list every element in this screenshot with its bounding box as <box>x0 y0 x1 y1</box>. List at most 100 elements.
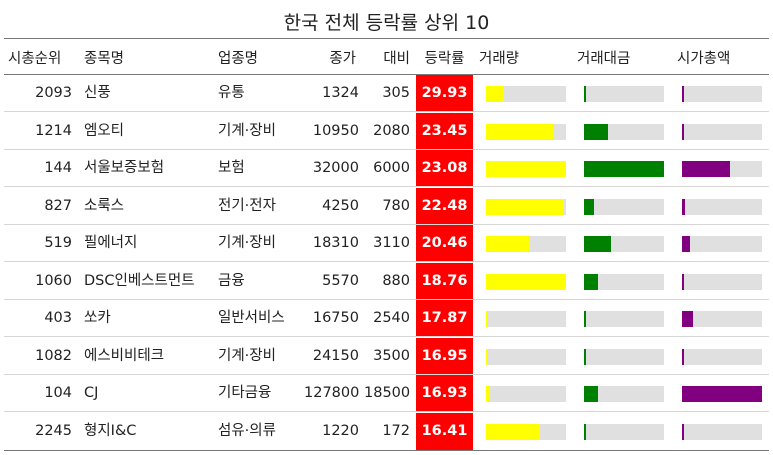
mcap-bar <box>682 161 730 177</box>
table-row: 1214 엠오티 기계·장비 10950 2080 23.45 <box>4 112 769 150</box>
close-cell: 24150 <box>312 347 359 364</box>
mcap-bar-track <box>682 198 762 215</box>
mcap-bar <box>682 386 762 402</box>
rank-cell: 403 <box>44 310 72 326</box>
close-cell: 1324 <box>322 85 359 101</box>
row-separator <box>4 336 769 337</box>
row-separator <box>4 411 769 412</box>
volume-bar-track <box>486 161 566 177</box>
close-cell: 127800 <box>304 385 360 401</box>
volume-bar <box>486 423 540 440</box>
volume-bar <box>486 386 490 402</box>
change-cell: 3110 <box>373 235 410 251</box>
change-cell: 6000 <box>373 160 410 176</box>
rank-cell: 1214 <box>35 122 72 139</box>
rate-cell: 23.45 <box>416 112 473 150</box>
mcap-bar-track <box>682 386 762 402</box>
sector-cell: 금융 <box>218 272 245 289</box>
table-row: 1060 DSC인베스트먼트 금융 5570 880 18.76 <box>4 262 769 300</box>
amount-bar <box>584 86 586 102</box>
volume-bar <box>486 348 488 365</box>
name-cell: 서울보증보험 <box>84 160 165 176</box>
sector-cell: 전기·전자 <box>218 197 276 214</box>
table-row: 2093 신풍 유통 1324 305 29.93 <box>4 75 769 112</box>
header-sector: 업종명 <box>218 51 259 67</box>
row-separator <box>4 223 769 225</box>
close-cell: 4250 <box>322 197 359 214</box>
amount-bar-track <box>584 348 664 365</box>
mcap-bar-track <box>682 311 762 327</box>
header-name: 종목명 <box>84 51 125 67</box>
row-separator <box>4 111 769 112</box>
amount-bar-track <box>584 386 664 402</box>
table-row: 827 소룩스 전기·전자 4250 780 22.48 <box>4 187 769 225</box>
row-separator <box>4 298 769 300</box>
mcap-bar-track <box>682 348 762 365</box>
volume-bar <box>486 236 530 252</box>
rate-cell: 22.48 <box>416 187 473 225</box>
rate-cell: 18.76 <box>416 262 473 300</box>
mcap-bar <box>682 423 684 440</box>
volume-bar <box>486 161 566 177</box>
change-cell: 305 <box>382 85 410 101</box>
amount-bar-track <box>584 273 664 290</box>
change-cell: 780 <box>382 197 410 214</box>
top-rule <box>4 38 769 39</box>
mcap-bar <box>682 198 686 215</box>
name-cell: 형지I&C <box>84 422 137 439</box>
name-cell: 신풍 <box>84 85 111 101</box>
rate-cell: 23.08 <box>416 150 473 187</box>
change-cell: 18500 <box>364 385 411 401</box>
close-cell: 18310 <box>312 235 359 251</box>
volume-bar-track <box>486 311 566 327</box>
amount-bar-track <box>584 311 664 327</box>
amount-bar <box>584 273 599 290</box>
name-cell: CJ <box>84 385 99 401</box>
volume-bar-track <box>486 386 566 402</box>
amount-bar <box>584 423 587 440</box>
name-cell: 필에너지 <box>84 235 138 251</box>
volume-bar <box>486 198 565 215</box>
mcap-bar <box>682 86 684 102</box>
amount-bar <box>584 348 586 365</box>
mcap-bar-track <box>682 86 762 102</box>
close-cell: 1220 <box>322 422 359 439</box>
amount-bar-track <box>584 86 664 102</box>
header-rule <box>4 74 769 75</box>
change-cell: 3500 <box>373 347 410 364</box>
amount-bar-track <box>584 161 664 177</box>
table-row: 519 필에너지 기계·장비 18310 3110 20.46 <box>4 225 769 262</box>
header-rank: 시총순위 <box>8 51 62 67</box>
table-row: 2245 형지I&C 섬유·의류 1220 172 16.41 <box>4 412 769 450</box>
table-row: 1082 에스비비테크 기계·장비 24150 3500 16.95 <box>4 337 769 375</box>
volume-bar-track <box>486 236 566 252</box>
rate-cell: 29.93 <box>416 75 473 112</box>
table-row: 144 서울보증보험 보험 32000 6000 23.08 <box>4 150 769 187</box>
sector-cell: 섬유·의류 <box>218 422 276 439</box>
mcap-bar-track <box>682 123 762 140</box>
volume-bar-track <box>486 423 566 440</box>
amount-bar-track <box>584 198 664 215</box>
header-rate: 등락률 <box>424 51 465 67</box>
mcap-bar <box>682 273 684 290</box>
amount-bar-track <box>584 123 664 140</box>
volume-bar <box>486 86 504 102</box>
chart-title: 한국 전체 등락률 상위 10 <box>283 12 490 34</box>
rate-cell: 16.93 <box>416 375 473 412</box>
header-mcap: 시가총액 <box>677 51 731 67</box>
rate-cell: 17.87 <box>416 300 473 337</box>
amount-bar <box>584 386 598 402</box>
amount-bar <box>584 198 595 215</box>
header-close: 종가 <box>329 51 356 67</box>
mcap-bar <box>682 311 694 327</box>
bottom-rule <box>4 450 769 451</box>
name-cell: 엠오티 <box>84 122 125 139</box>
sector-cell: 보험 <box>218 160 245 176</box>
change-cell: 880 <box>382 272 410 289</box>
header-volume: 거래량 <box>479 51 520 67</box>
row-separator <box>4 373 769 375</box>
close-cell: 5570 <box>322 272 359 289</box>
rank-cell: 1082 <box>35 347 72 364</box>
mcap-bar-track <box>682 273 762 290</box>
volume-bar-track <box>486 123 566 140</box>
